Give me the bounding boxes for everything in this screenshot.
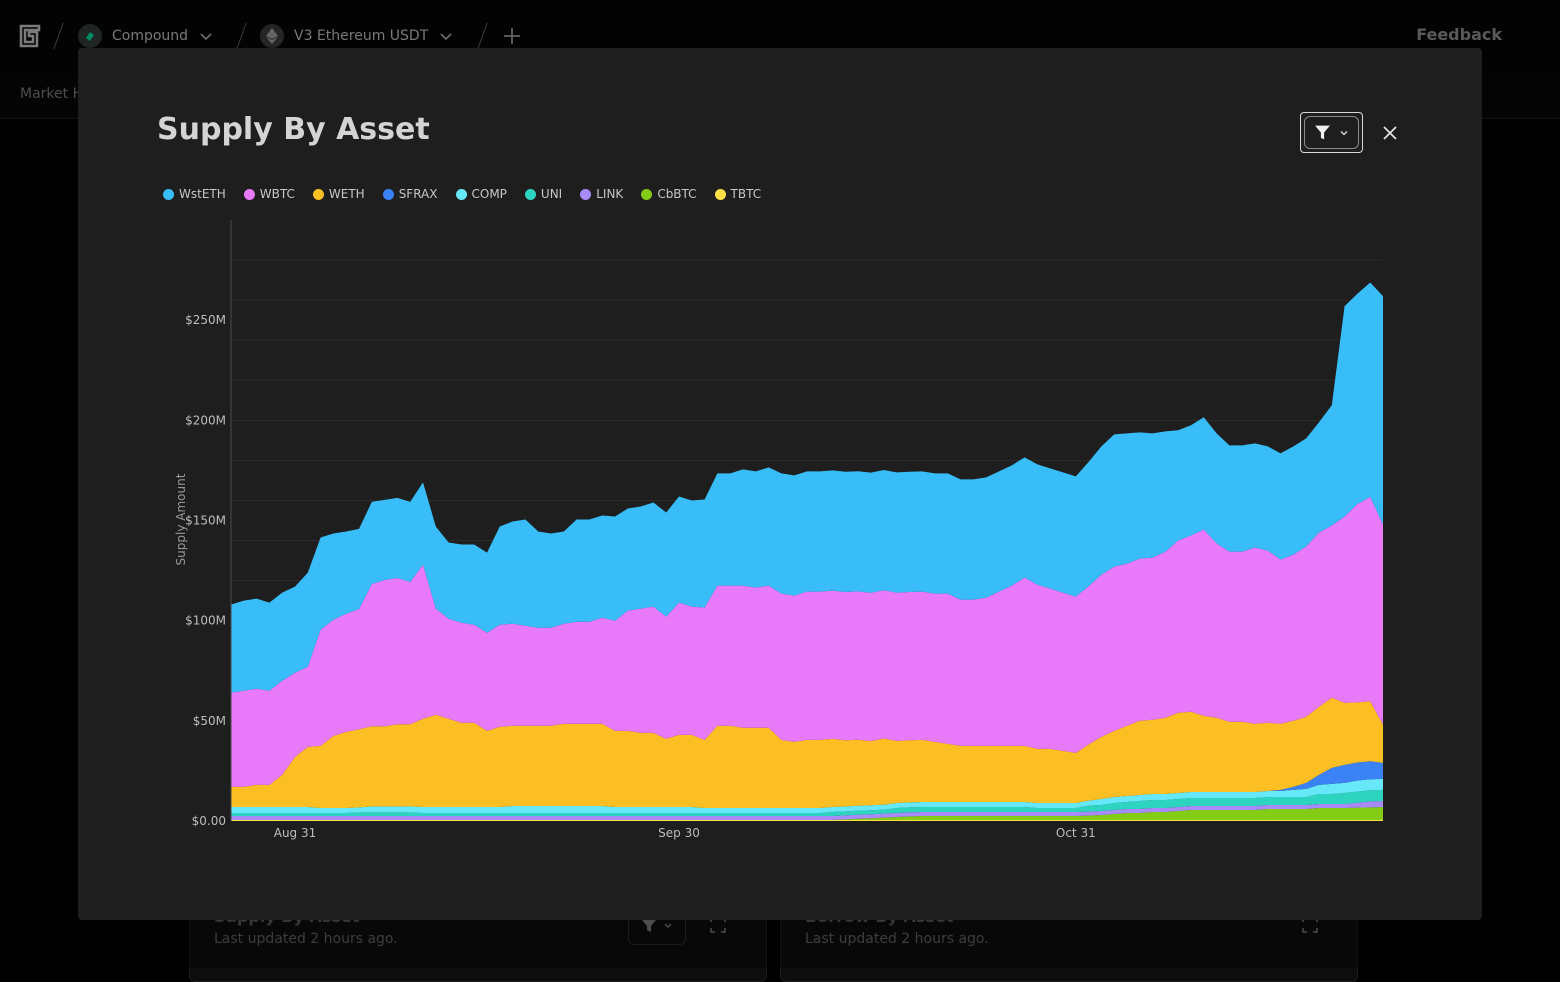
y-tick-label: $150M bbox=[185, 514, 226, 528]
y-axis-ticks: $0.00 $50M $100M $150M $200M $250M bbox=[185, 313, 226, 828]
x-tick-label: Oct 31 bbox=[1056, 826, 1096, 840]
area-series-link[interactable] bbox=[231, 801, 1383, 820]
legend-item-wbtc[interactable]: WBTC bbox=[243, 187, 295, 201]
legend-dot-icon bbox=[455, 188, 467, 200]
legend-dot-icon bbox=[163, 188, 174, 200]
filter-icon bbox=[1315, 125, 1330, 140]
market-selector[interactable]: V3 Ethereum USDT bbox=[260, 22, 454, 50]
y-tick-label: $0.00 bbox=[192, 814, 226, 828]
chart-legend: WstETH WBTC WETH SFRAX COMP UNI LINK CbBTC TBTC bbox=[163, 187, 779, 201]
compound-coin-icon bbox=[78, 24, 102, 48]
feedback-button[interactable]: Feedback bbox=[1416, 25, 1502, 44]
area-series-weth[interactable] bbox=[231, 697, 1383, 808]
market-label: V3 Ethereum USDT bbox=[294, 28, 429, 44]
chevron-down-icon bbox=[664, 923, 672, 928]
supply-by-asset-chart: $0.00 $50M $100M $150M $200M $250M Aug 31 Sep … bbox=[174, 220, 1383, 840]
legend-dot-icon bbox=[714, 188, 726, 200]
legend-item-sfrax[interactable]: SFRAX bbox=[382, 187, 438, 201]
y-axis-label: Supply Amount bbox=[174, 473, 188, 565]
protocol-selector[interactable]: Compound bbox=[78, 22, 214, 50]
x-tick-label: Aug 31 bbox=[274, 826, 317, 840]
legend-dot-icon bbox=[580, 188, 592, 200]
legend-dot-icon bbox=[524, 188, 536, 200]
legend-label: SFRAX bbox=[398, 187, 438, 201]
area-series-wbtc[interactable] bbox=[231, 496, 1383, 787]
legend-item-weth[interactable]: WETH bbox=[312, 187, 365, 201]
chart-areas bbox=[231, 282, 1383, 821]
card-updated-text: Last updated 2 hours ago. bbox=[805, 931, 989, 947]
legend-dot-icon bbox=[382, 188, 394, 200]
area-series-cbbtc[interactable] bbox=[231, 807, 1383, 820]
y-tick-label: $100M bbox=[185, 614, 226, 628]
area-series-uni[interactable] bbox=[231, 789, 1383, 816]
legend-label: LINK bbox=[596, 187, 624, 201]
legend-item-tbtc[interactable]: TBTC bbox=[714, 187, 762, 201]
legend-item-link[interactable]: LINK bbox=[580, 187, 623, 201]
x-axis-ticks: Aug 31 Sep 30 Oct 31 bbox=[274, 826, 1096, 840]
y-tick-label: $200M bbox=[185, 413, 226, 427]
legend-item-comp[interactable]: COMP bbox=[455, 187, 507, 201]
legend-item-wsteth[interactable]: WstETH bbox=[163, 187, 226, 201]
legend-dot-icon bbox=[312, 188, 324, 200]
legend-item-uni[interactable]: UNI bbox=[524, 187, 563, 201]
legend-label: CbBTC bbox=[657, 187, 697, 201]
chevron-down-icon bbox=[200, 33, 212, 41]
tab-market-history[interactable]: Market H bbox=[20, 86, 84, 102]
area-series-tbtc[interactable] bbox=[231, 820, 1383, 821]
x-tick-label: Sep 30 bbox=[658, 826, 700, 840]
app-logo-icon[interactable] bbox=[19, 24, 41, 48]
filter-button[interactable] bbox=[1300, 112, 1363, 153]
chevron-down-icon bbox=[1340, 130, 1348, 135]
modal-title: Supply By Asset bbox=[157, 112, 430, 147]
card-updated-text: Last updated 2 hours ago. bbox=[214, 931, 398, 947]
y-tick-label: $50M bbox=[193, 714, 226, 728]
legend-label: WstETH bbox=[179, 187, 226, 201]
protocol-label: Compound bbox=[112, 28, 189, 44]
filter-icon bbox=[642, 920, 656, 932]
y-tick-label: $250M bbox=[185, 313, 226, 327]
legend-dot-icon bbox=[641, 188, 653, 200]
legend-label: WBTC bbox=[259, 187, 295, 201]
legend-label: UNI bbox=[540, 187, 563, 201]
legend-label: COMP bbox=[471, 187, 507, 201]
legend-dot-icon bbox=[243, 188, 255, 200]
area-series-comp[interactable] bbox=[231, 778, 1383, 813]
legend-label: TBTC bbox=[730, 187, 762, 201]
chevron-down-icon bbox=[440, 33, 452, 41]
legend-label: WETH bbox=[328, 187, 365, 201]
legend-item-cbbtc[interactable]: CbBTC bbox=[641, 187, 697, 201]
ethereum-coin-icon bbox=[260, 24, 284, 48]
area-series-wsteth[interactable] bbox=[231, 282, 1383, 693]
filter-button-inner bbox=[1304, 116, 1359, 149]
close-icon bbox=[1383, 126, 1397, 140]
close-button[interactable] bbox=[1379, 122, 1401, 144]
add-plus-icon[interactable] bbox=[501, 25, 523, 47]
